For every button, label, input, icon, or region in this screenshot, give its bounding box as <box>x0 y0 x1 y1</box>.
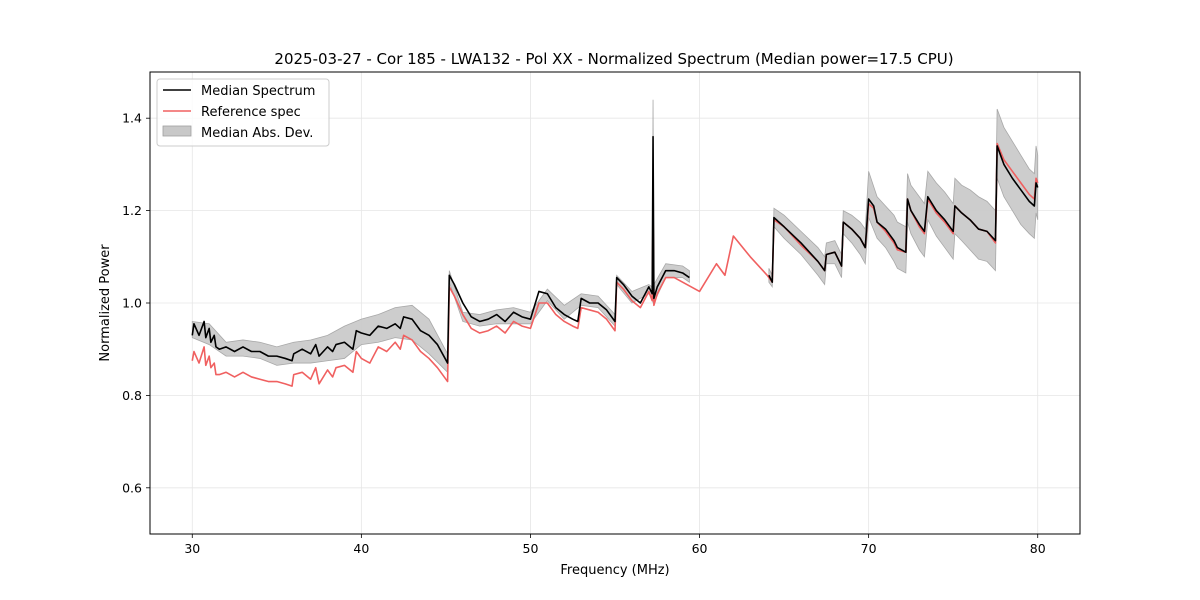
y-tick-label: 1.0 <box>122 296 142 311</box>
x-tick-label: 30 <box>184 541 200 556</box>
legend-reference-label: Reference spec <box>201 105 301 120</box>
legend: Median Spectrum Reference spec Median Ab… <box>156 78 330 147</box>
x-tick-label: 40 <box>353 541 369 556</box>
x-tick-label: 80 <box>1030 541 1046 556</box>
x-axis-label: Frequency (MHz) <box>560 563 669 578</box>
mad-band-segment <box>191 99 690 374</box>
series-lines <box>191 135 1039 387</box>
x-axis-ticks: 30 40 50 60 70 80 <box>184 534 1046 556</box>
y-tick-label: 1.4 <box>122 111 142 126</box>
chart-title: 2025-03-27 - Cor 185 - LWA132 - Pol XX -… <box>274 50 953 68</box>
mad-band-segment <box>768 108 1039 289</box>
y-axis-ticks: 0.6 0.8 1.0 1.2 1.4 <box>122 111 150 495</box>
y-axis-label: Normalized Power <box>98 244 113 362</box>
x-tick-label: 70 <box>861 541 877 556</box>
median-spectrum-line <box>191 135 690 364</box>
legend-box <box>156 78 330 147</box>
median-spectrum-line <box>768 145 1039 284</box>
legend-median-label: Median Spectrum <box>201 84 315 99</box>
y-tick-label: 0.8 <box>122 388 142 403</box>
x-tick-label: 60 <box>692 541 708 556</box>
legend-mad-swatch <box>162 125 192 137</box>
x-tick-label: 50 <box>523 541 539 556</box>
legend-mad-label: Median Abs. Dev. <box>201 126 313 141</box>
y-tick-label: 0.6 <box>122 480 142 495</box>
grid <box>150 72 1080 534</box>
y-tick-label: 1.2 <box>122 203 142 218</box>
mad-bands <box>191 99 1039 374</box>
